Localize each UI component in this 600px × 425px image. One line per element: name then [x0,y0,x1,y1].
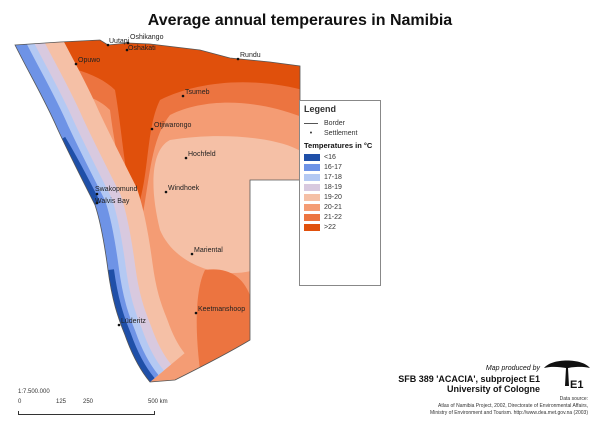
credit-university: University of Cologne [446,384,540,394]
settlement-dot [164,190,168,194]
acacia-logo-icon: E1 [544,360,590,390]
source-line1: Atlas of Namibia Project, 2002, Director… [438,403,588,409]
map-title: Average annual temperaures in Namibia [147,12,453,29]
credit: Map produced by SFB 389 'ACACIA', subpro… [398,362,540,394]
scale-tick: 125 [56,399,67,405]
settlement-label: Keetmanshoop [198,306,245,313]
legend-class: >22 [304,222,376,232]
scale-ratio: 1:7.500.000 [18,389,50,395]
settlement-label: Rundu [240,52,261,59]
legend-temp-title: Temperatures in °C [304,141,373,150]
border-line-icon [304,122,318,124]
scale-line [18,411,155,415]
legend-class: 20-21 [304,202,376,212]
settlement-dot [117,323,121,327]
legend-swatch [304,163,320,171]
logo-text: E1 [570,379,583,390]
legend-swatch [304,193,320,201]
settlement-label: Lüderitz [121,318,146,325]
legend-class-label: 16-17 [324,163,342,171]
settlement-label: Oshakati [128,45,156,52]
legend-class-label: 19-20 [324,193,342,201]
legend-settlement: Settlement [324,129,358,137]
legend-swatch [304,153,320,161]
legend-swatch [304,203,320,211]
settlement-dot [95,192,99,196]
legend-class: 16-17 [304,162,376,172]
legend-class: <16 [304,152,376,162]
settlement-label: Otjiwarongo [154,122,191,129]
zone-19-20 [153,136,300,273]
legend-class: 17-18 [304,172,376,182]
scale-tick: 250 [83,399,94,405]
legend-class-label: 18-19 [324,183,342,191]
legend-class: 18-19 [304,182,376,192]
settlement-dot [125,48,129,52]
legend: Legend Border • Settlement Temperatures i… [299,100,381,286]
legend-swatch [304,213,320,221]
settlement-label: Mariental [194,247,223,254]
scale-tick: 500 km [148,399,168,405]
settlement-dot [181,94,185,98]
settlement-label: Tsumeb [185,89,210,96]
settlement-label: Windhoek [168,185,200,192]
settlement-label: Walvis Bay [95,198,130,205]
legend-class: 19-20 [304,192,376,202]
credit-project: SFB 389 'ACACIA', subproject E1 [398,374,540,384]
settlement-dot [106,43,110,47]
settlement-dot [126,41,130,45]
settlement-dot [184,156,188,160]
legend-class-label: <16 [324,153,336,161]
settlement-dot [236,57,240,61]
settlement-dot [74,62,78,66]
legend-class-label: 17-18 [324,173,342,181]
legend-border: Border [324,119,346,127]
data-source: Data source: Atlas of Namibia Project, 2… [430,396,588,417]
settlement-label: Hochfeld [188,151,216,158]
legend-class: 21-22 [304,212,376,222]
credit-produced: Map produced by [485,365,540,372]
settlement-dot [150,127,154,131]
scale-bar: 1:7.500.000 0 125 250 500 km [18,389,178,415]
legend-swatch [304,173,320,181]
settlement-dot [95,201,99,205]
legend-class-label: 20-21 [324,203,342,211]
settlement-label: Uutapi [109,38,130,45]
source-line2: Ministry of Environment and Tourism. htt… [430,410,588,416]
legend-swatch [304,223,320,231]
legend-heading: Legend [304,104,337,114]
legend-swatch [304,183,320,191]
settlement-dot-icon: • [309,129,313,137]
settlement-dot [190,252,194,256]
source-label: Data source: [559,396,588,402]
settlement-label: Oshikango [130,34,164,41]
settlement-label: Opuwo [78,57,100,64]
settlement-dot [194,311,198,315]
legend-class-label: >22 [324,223,336,231]
legend-class-label: 21-22 [324,213,342,221]
scale-tick: 0 [18,399,22,405]
settlement-label: Swakopmund [95,186,138,193]
